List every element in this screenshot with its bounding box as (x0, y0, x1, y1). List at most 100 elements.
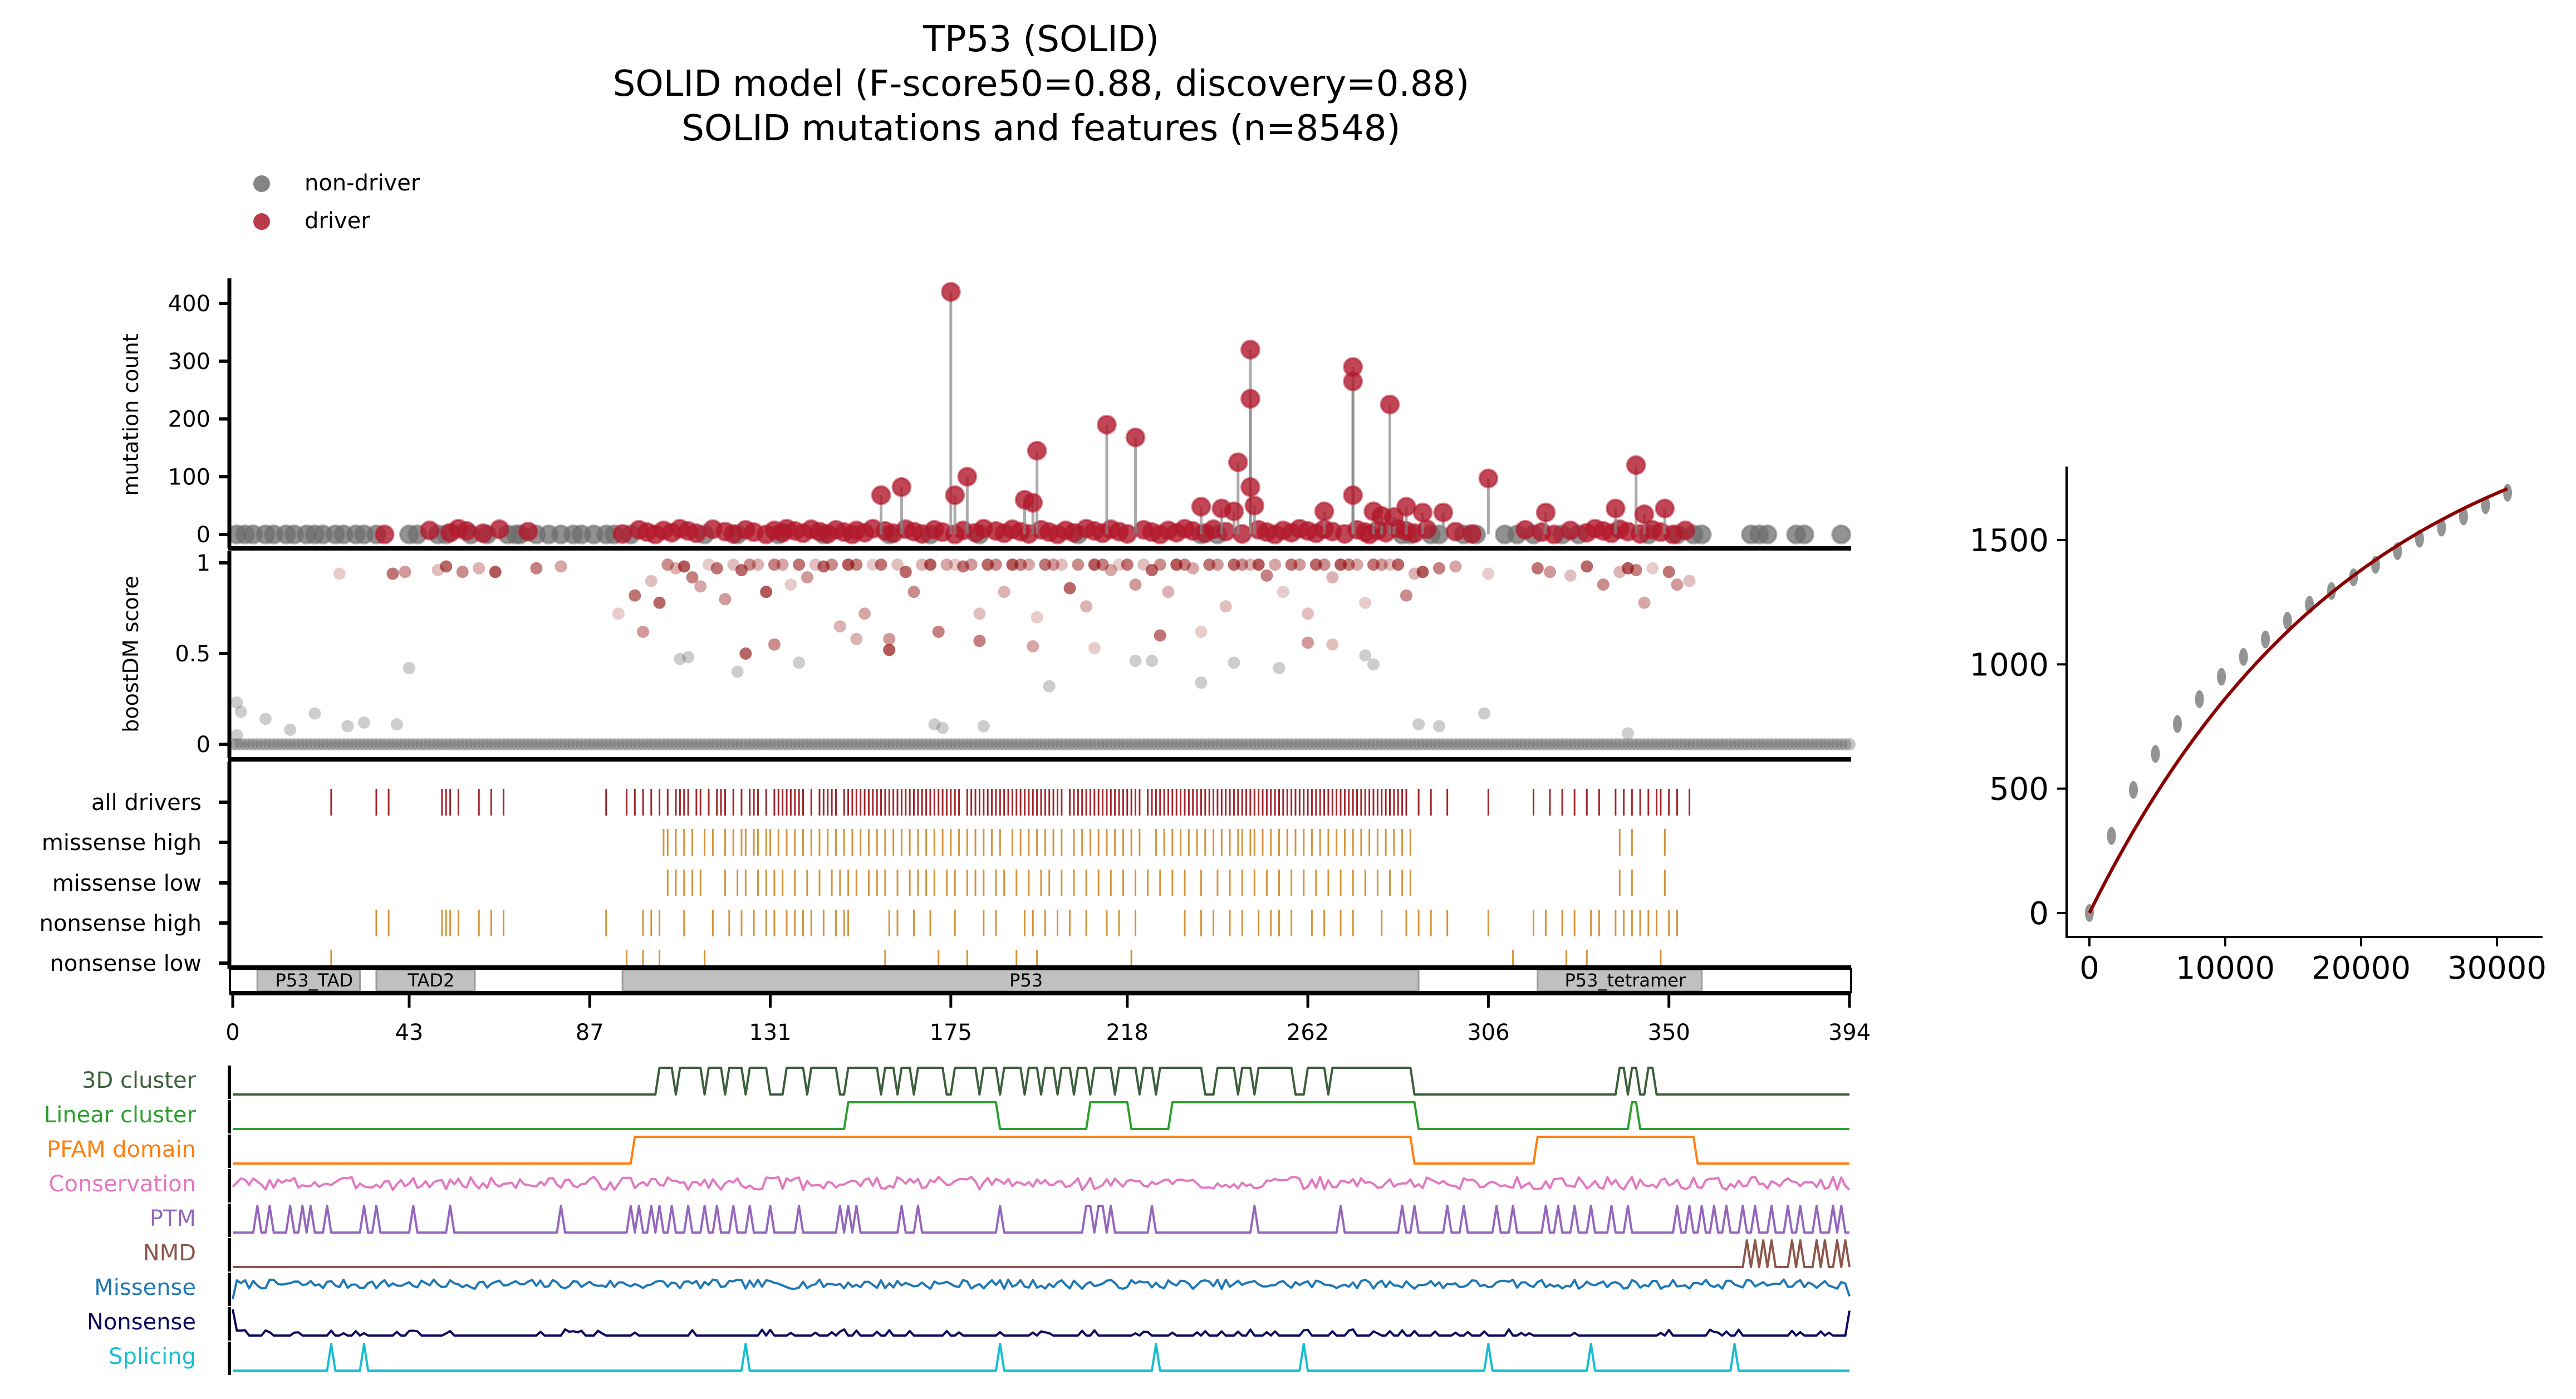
driver-score-point (530, 562, 543, 575)
non-driver-score-point (776, 738, 789, 750)
non-driver-score-point (735, 738, 748, 750)
non-driver-score-point (674, 738, 686, 750)
driver-score-point (1302, 607, 1314, 620)
non-driver-score-point (1593, 738, 1606, 750)
non-driver-score-point (1712, 738, 1725, 750)
non-driver-score-point (1503, 738, 1515, 750)
driver-score-point (1662, 566, 1675, 578)
non-driver-score-point (809, 738, 822, 750)
non-driver-score-point (234, 738, 247, 750)
non-driver-score-point (1117, 738, 1130, 750)
ds-ytick-label: 1000 (1969, 647, 2049, 683)
non-driver-score-point (1080, 738, 1093, 750)
non-driver-score-point (797, 738, 809, 750)
non-driver-score-point (698, 738, 711, 750)
driver-score-point (1342, 558, 1355, 571)
driver-score-point (1277, 586, 1289, 598)
non-driver-score-point (1338, 738, 1351, 750)
non-driver-score-point (629, 738, 641, 750)
driver-score-point (760, 586, 773, 598)
non-driver-score-point (1675, 738, 1687, 750)
non-driver-score-point (350, 738, 362, 750)
driver-score-point (1597, 578, 1610, 591)
legend-label-non-driver: non-driver (305, 170, 420, 196)
driver-score-point (1400, 589, 1412, 602)
non-driver-score-point (230, 738, 243, 750)
non-driver-score-point (1720, 738, 1733, 750)
non-driver-score-point (842, 738, 855, 750)
non-driver-score-point (1535, 738, 1548, 750)
non-driver-score-point (1158, 738, 1171, 750)
non-driver-score-point (1790, 738, 1803, 750)
track-label: nonsense low (50, 951, 202, 976)
non-driver-score-point (1740, 738, 1753, 750)
non-driver-score-point (1613, 738, 1626, 750)
non-driver-score-point (731, 738, 744, 750)
non-driver-score-point (563, 738, 576, 750)
non-driver-score-point (879, 738, 891, 750)
driver-score-point (612, 607, 625, 620)
non-driver-score-point (591, 738, 604, 750)
non-driver-score-point (1191, 738, 1204, 750)
driver-score-point (686, 571, 699, 584)
non-driver-score-point (1264, 738, 1277, 750)
non-driver-score-point (637, 738, 650, 750)
non-driver-score-point (670, 738, 683, 750)
non-driver-score-point (998, 738, 1010, 750)
non-driver-score-point (632, 738, 645, 750)
non-driver-score-point (403, 662, 415, 675)
lollipop-head-driver (1191, 497, 1211, 517)
feature-rows: 3D cluster Linear cluster PFAM domain Conse… (44, 1066, 1851, 1375)
feature-track: Nonsense (87, 1307, 1851, 1341)
driver-score-point (1638, 596, 1651, 609)
feature-track: Linear cluster (44, 1100, 1849, 1133)
non-driver-score-point (1146, 655, 1159, 667)
non-driver-score-point (1047, 738, 1060, 750)
non-driver-score-point (961, 738, 974, 750)
non-driver-score-point (682, 738, 695, 750)
non-driver-score-point (513, 738, 526, 750)
driver-point (374, 524, 395, 544)
driver-score-point (1252, 558, 1265, 571)
feature-label: 3D cluster (82, 1068, 197, 1093)
lollipop-head-driver (1314, 501, 1334, 522)
non-driver-score-point (1835, 738, 1848, 750)
domain-box (621, 969, 1420, 992)
feature-label: Splicing (109, 1344, 196, 1369)
non-driver-score-point (1584, 738, 1597, 750)
non-driver-score-point (715, 738, 728, 750)
non-driver-score-point (378, 738, 391, 750)
driver-score-point (1375, 558, 1388, 571)
non-driver-score-point (1063, 738, 1076, 750)
xtick-label-position: 394 (1828, 1020, 1871, 1045)
non-driver-score-point (1355, 738, 1367, 750)
driver-score-point (965, 558, 978, 571)
ytick-label-boostdm: 0 (197, 732, 210, 758)
non-driver-score-point (390, 738, 403, 750)
non-driver-score-point (1478, 707, 1491, 720)
mutation-count-panel: 0 100 200 300 400 mutation count (119, 278, 1852, 551)
downsampling-point (2283, 612, 2292, 630)
non-driver-score-point (583, 738, 596, 750)
track-label: missense high (42, 830, 202, 856)
feature-line (233, 1067, 1849, 1096)
xtick-label-position: 175 (930, 1020, 972, 1045)
non-driver-score-point (928, 738, 941, 750)
driver-score-point (793, 558, 806, 571)
non-driver-score-point (1453, 738, 1466, 750)
driver-score-point (440, 560, 453, 573)
non-driver-score-point (1568, 738, 1581, 750)
non-driver-score-point (1100, 738, 1113, 750)
driver-score-point (1105, 564, 1117, 577)
non-driver-score-point (1252, 738, 1265, 750)
non-driver-score-point (1425, 738, 1437, 750)
non-driver-score-point (1367, 658, 1380, 671)
driver-score-point (1269, 558, 1282, 571)
feature-line (233, 1205, 1849, 1234)
feature-line (233, 1136, 1849, 1165)
non-driver-score-point (1244, 738, 1257, 750)
driver-score-point (850, 558, 863, 571)
non-driver-score-point (1342, 738, 1355, 750)
driver-score-point (1236, 558, 1249, 571)
feature-line (232, 1309, 1851, 1337)
